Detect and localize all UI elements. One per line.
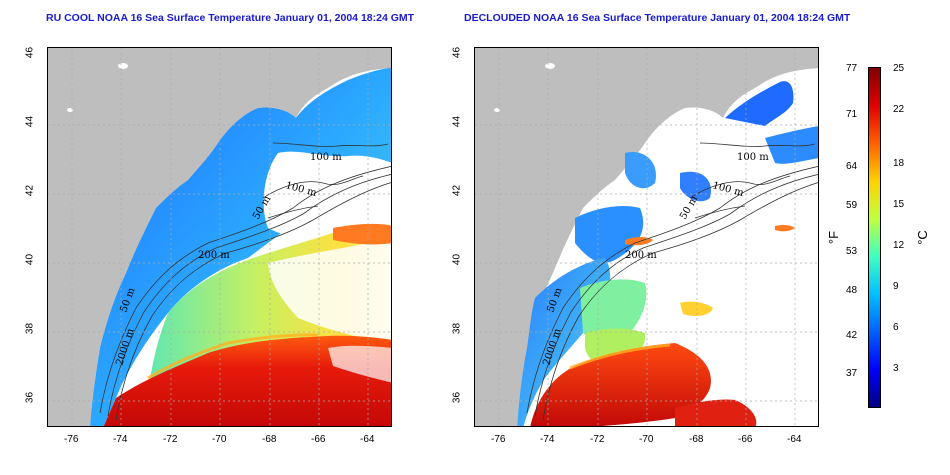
lake [494, 108, 500, 112]
lake [118, 63, 128, 69]
y-tick: 44 [451, 115, 463, 128]
left-sst-map: 100 m 100 m 50 m 200 m 50 m 2000 m [47, 47, 392, 427]
celsius-unit-label: °C [914, 230, 930, 245]
land-mass [48, 48, 391, 426]
celsius-tick: 15 [893, 199, 905, 210]
fahrenheit-tick: 77 [846, 63, 858, 74]
x-tick: -74 [113, 434, 128, 445]
celsius-tick: 3 [893, 363, 899, 374]
contour-label: 100 m [310, 152, 342, 163]
fahrenheit-tick: 48 [846, 285, 858, 296]
fahrenheit-tick: 37 [846, 368, 858, 379]
lake [67, 108, 73, 112]
x-tick: -64 [787, 434, 802, 445]
temperature-colorbar [868, 67, 881, 408]
celsius-tick: 12 [893, 240, 905, 251]
y-tick: 38 [451, 322, 463, 335]
fahrenheit-tick: 42 [846, 330, 858, 341]
x-tick: -76 [64, 434, 79, 445]
shelf-water [625, 152, 656, 189]
y-tick: 40 [451, 253, 463, 266]
shelf-water [575, 206, 644, 263]
gulf-stream-edge [147, 333, 319, 380]
y-tick: 38 [24, 322, 36, 335]
celsius-tick: 18 [893, 158, 905, 169]
x-tick: -66 [311, 434, 326, 445]
bathymetry-contours [99, 142, 391, 421]
warm-filament [333, 223, 391, 245]
right-map-title: DECLOUDED NOAA 16 Sea Surface Temperatur… [464, 12, 851, 24]
left-map-title: RU COOL NOAA 16 Sea Surface Temperature … [46, 12, 415, 24]
x-tick: -68 [689, 434, 704, 445]
x-tick: -72 [590, 434, 605, 445]
warm-filament [680, 301, 713, 316]
graticule [475, 48, 818, 426]
contour-label: 100 m [737, 152, 769, 163]
cloud-patch [328, 345, 391, 383]
celsius-tick: 6 [893, 322, 899, 333]
shelf-water [680, 171, 711, 202]
gulf-stream [675, 399, 757, 426]
x-tick: -66 [738, 434, 753, 445]
y-tick: 40 [24, 253, 36, 266]
shelf-water [765, 126, 818, 164]
lake [545, 63, 555, 69]
y-tick: 42 [24, 184, 36, 197]
gulf-stream-edge [569, 343, 671, 370]
gulf-stream [530, 343, 711, 426]
right-sst-map: 100 m 100 m 50 m 200 m 50 m 2000 m [474, 47, 819, 427]
right-map-canvas: 100 m 100 m 50 m 200 m 50 m 2000 m [475, 48, 818, 426]
y-tick: 46 [24, 46, 36, 59]
x-tick: -74 [540, 434, 555, 445]
warm-filament [775, 224, 795, 232]
x-tick: -76 [491, 434, 506, 445]
x-tick: -64 [360, 434, 375, 445]
x-tick: -72 [163, 434, 178, 445]
slope-water [580, 279, 647, 343]
contour-label: 200 m [625, 250, 657, 261]
cloud-streaks [268, 238, 391, 343]
y-tick: 46 [451, 46, 463, 59]
shelf-water [725, 81, 794, 126]
y-tick: 36 [24, 391, 36, 404]
y-tick: 44 [24, 115, 36, 128]
fahrenheit-tick: 71 [846, 109, 858, 120]
land-mass [475, 48, 818, 426]
x-tick: -70 [212, 434, 227, 445]
bathymetry-contours [526, 142, 818, 421]
celsius-tick: 22 [893, 104, 905, 115]
left-map-canvas: 100 m 100 m 50 m 200 m 50 m 2000 m [48, 48, 391, 426]
fahrenheit-tick: 53 [846, 246, 858, 257]
y-tick: 36 [451, 391, 463, 404]
fahrenheit-tick: 59 [846, 200, 858, 211]
graticule [48, 48, 391, 426]
x-tick: -68 [262, 434, 277, 445]
celsius-tick: 9 [893, 281, 899, 292]
celsius-tick: 25 [893, 63, 905, 74]
contour-label: 100 m [711, 180, 745, 199]
y-tick: 42 [451, 184, 463, 197]
fahrenheit-tick: 64 [846, 161, 858, 172]
x-tick: -70 [639, 434, 654, 445]
fahrenheit-unit-label: °F [826, 230, 842, 245]
contour-label: 200 m [198, 250, 230, 261]
